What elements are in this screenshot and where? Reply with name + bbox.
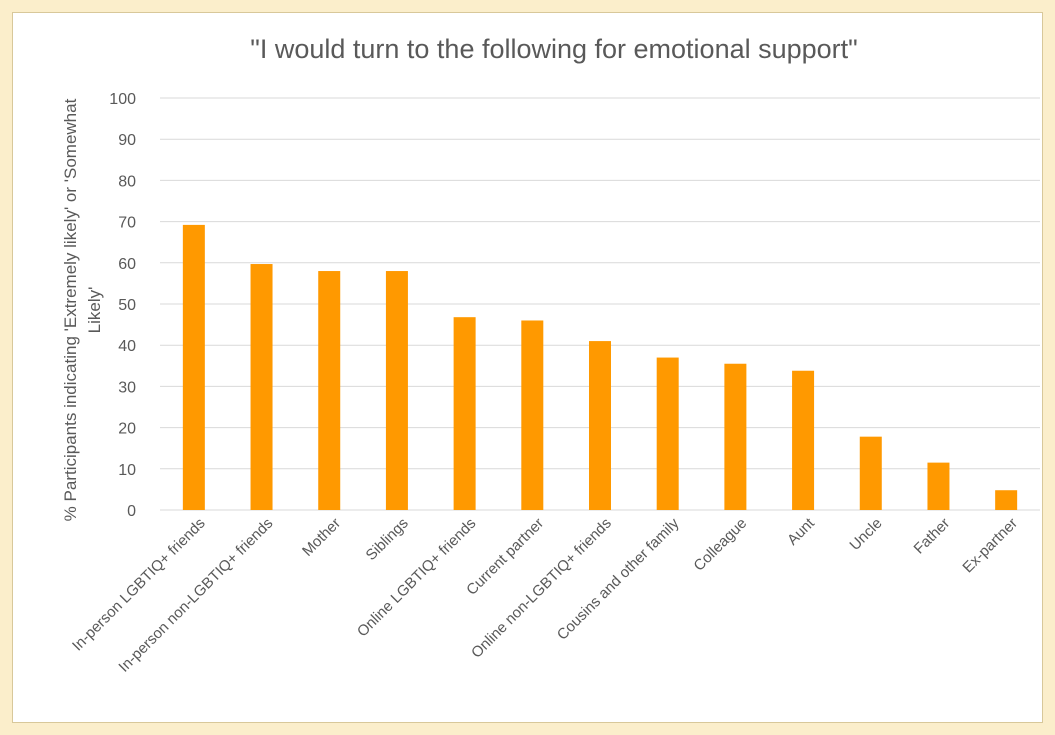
category-label: Online LGBTIQ+ friends (354, 515, 480, 641)
category-label: Colleague (690, 515, 750, 575)
y-tick-label: 40 (118, 338, 136, 355)
category-label: Cousins and other family (554, 514, 683, 643)
y-tick-labels: 0 10 20 30 40 50 60 70 80 90 100 (109, 91, 136, 520)
bar (182, 224, 205, 510)
y-tick-label: 80 (118, 173, 136, 190)
category-label: In-person LGBTIQ+ friends (69, 515, 209, 655)
y-tick-label: 60 (118, 256, 136, 273)
bar (453, 317, 476, 510)
bar (589, 341, 611, 510)
bars (182, 224, 1018, 510)
category-label: Siblings (363, 515, 412, 564)
y-tick-label: 50 (118, 297, 136, 314)
y-tick-label: 90 (118, 132, 136, 149)
y-axis-title-line-1: % Participants indicating 'Extremely lik… (61, 98, 80, 521)
category-label: Online non-LGBTIQ+ friends (468, 515, 615, 662)
category-label: Mother (299, 515, 344, 560)
bar (385, 271, 408, 510)
y-axis-title-line-2: Likely' (85, 287, 104, 334)
category-label: Ex-partner (959, 515, 1021, 577)
y-tick-label: 100 (109, 91, 136, 108)
y-tick-label: 70 (118, 215, 136, 232)
bar (724, 363, 747, 510)
bar (995, 490, 1018, 510)
bar (250, 264, 273, 510)
bar (656, 357, 679, 510)
bar (318, 271, 341, 510)
bar (859, 436, 882, 510)
y-tick-label: 30 (118, 379, 136, 396)
y-axis-title: % Participants indicating 'Extremely lik… (61, 98, 104, 521)
y-tick-label: 20 (118, 421, 136, 438)
category-label: Uncle (846, 515, 885, 554)
gridlines (160, 97, 1040, 511)
chart-title: "I would turn to the following for emoti… (250, 34, 858, 64)
bar (792, 370, 815, 510)
category-label: Aunt (784, 514, 818, 548)
bar (927, 462, 950, 510)
bar (521, 320, 544, 510)
category-label: Father (911, 515, 954, 558)
y-tick-label: 10 (118, 462, 136, 479)
y-tick-label: 0 (127, 503, 136, 520)
